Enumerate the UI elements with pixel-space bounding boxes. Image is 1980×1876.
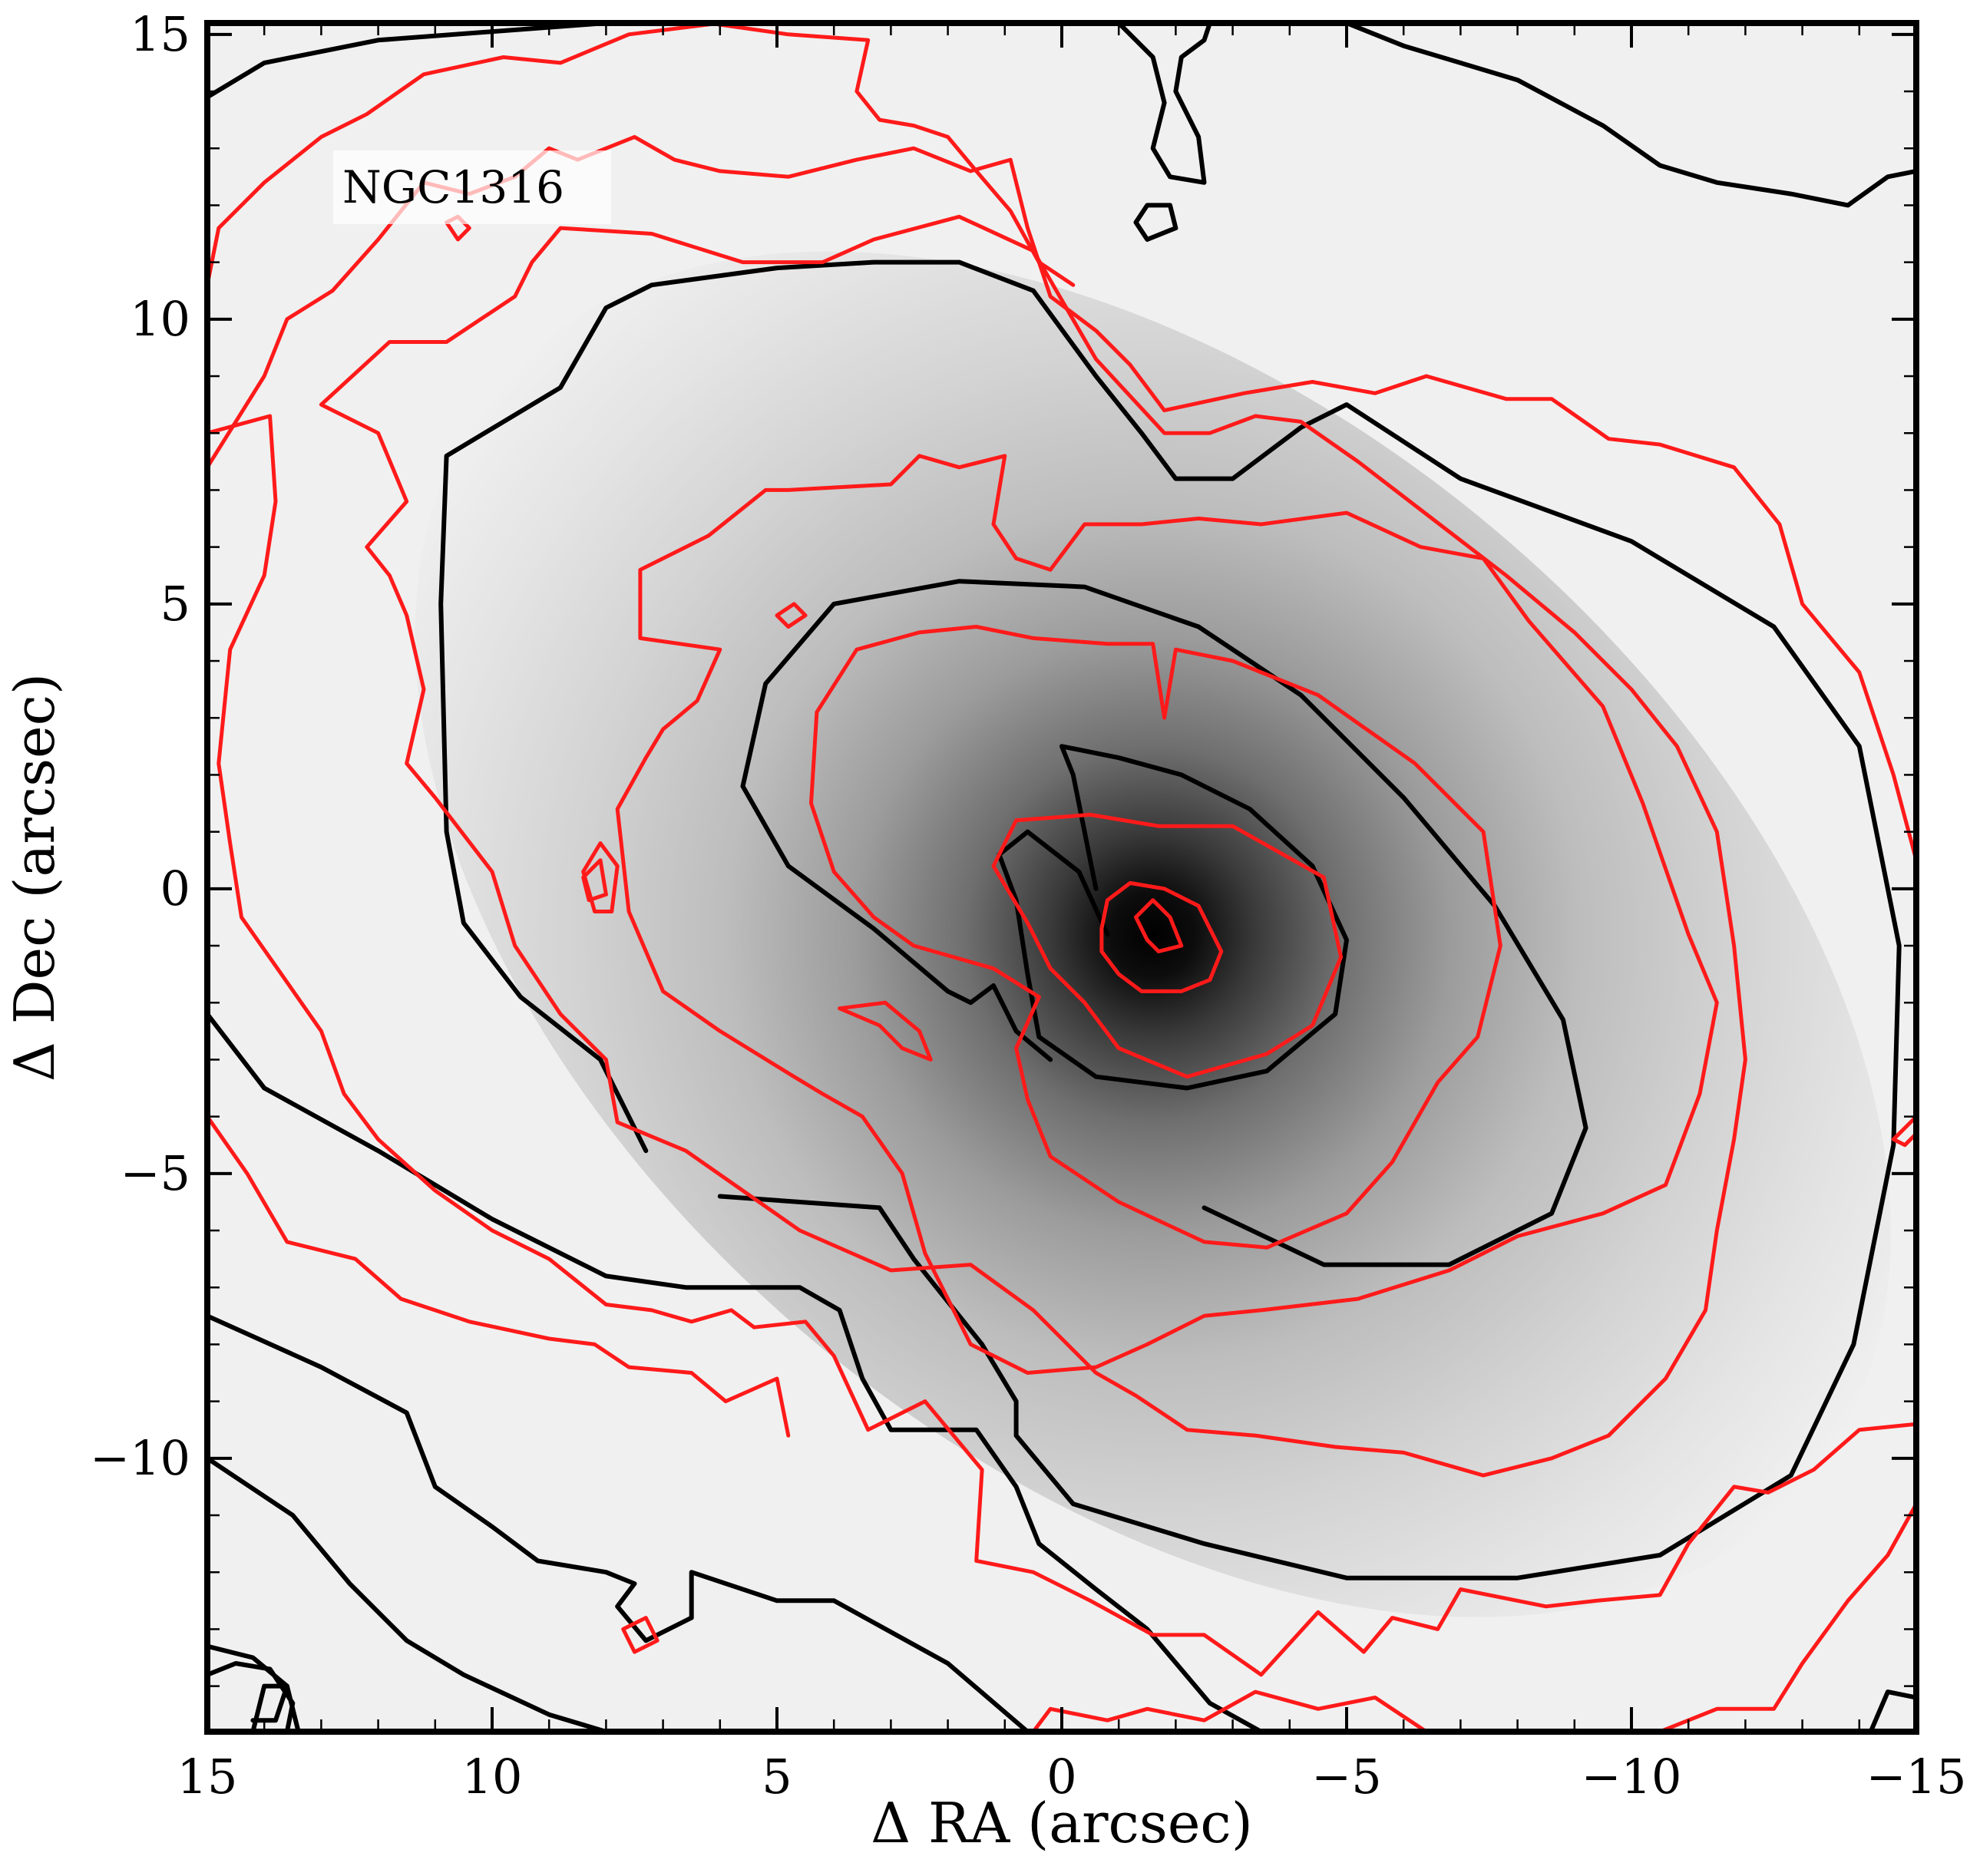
red-contour-4 (615, 454, 1719, 1375)
red-contour-12 (706, 23, 1076, 287)
y-axis-label: Δ Dec (arcsec) (2, 673, 67, 1082)
plot-frame (204, 20, 1919, 1735)
x-tick-label: −10 (1582, 1749, 1682, 1805)
x-tick-label: 0 (1046, 1749, 1076, 1805)
black-contour-11 (207, 1661, 296, 1732)
red-contour-10 (1658, 1501, 1916, 1732)
red-contour-7 (207, 414, 1916, 1677)
red-contour-8 (207, 1115, 791, 1438)
red-contour-9 (1031, 1689, 1429, 1732)
y-tick-label: −10 (90, 1430, 190, 1486)
plot-area: NGC1316 (204, 20, 1919, 1735)
red-contour-15 (621, 1616, 659, 1654)
x-tick-labels: 15 10 5 0 −5 −10 −15 (177, 1749, 1967, 1805)
red-contour-5 (319, 214, 1747, 1478)
red-contour-19 (1891, 1115, 1916, 1148)
red-contour-11 (207, 23, 722, 287)
x-tick-label: 5 (762, 1749, 792, 1805)
red-contour-18 (775, 602, 808, 629)
y-tick-label: −5 (121, 1145, 190, 1201)
x-tick-label: 15 (177, 1749, 238, 1805)
x-axis-label: Δ RA (arcsec) (871, 1791, 1253, 1855)
red-contour-0 (1134, 898, 1184, 953)
x-tick-label: −15 (1866, 1749, 1967, 1805)
x-tick-label: −5 (1311, 1749, 1381, 1805)
red-contour-2 (991, 812, 1344, 1079)
y-tick-label: 10 (130, 291, 190, 347)
galaxy-image (415, 251, 1891, 1617)
black-contour-12 (250, 1683, 289, 1732)
black-contour-6 (1133, 203, 1178, 242)
x-tick-label: 10 (462, 1749, 523, 1805)
y-tick-label: 0 (160, 860, 190, 917)
annotation-box (333, 150, 611, 224)
black-contour-5 (1116, 23, 1212, 185)
annotation-label: NGC1316 (342, 161, 564, 213)
annotation-group: NGC1316 (333, 150, 611, 224)
black-contour-8 (207, 1313, 1030, 1732)
red-contour-set (207, 23, 1916, 1732)
red-contour-1 (1099, 880, 1224, 993)
red-contour-14 (581, 858, 608, 903)
black-contour-0 (997, 744, 1349, 1091)
black-contour-2 (438, 259, 1902, 1580)
black-contour-9 (207, 1455, 609, 1732)
y-tick-labels: −10 −5 0 5 10 15 (90, 6, 190, 1486)
black-contour-set (207, 23, 1916, 1732)
black-contour-13 (1868, 1689, 1916, 1732)
black-contour-1 (740, 579, 1588, 1267)
black-contour-4 (1344, 23, 1916, 208)
red-contour-17 (838, 1000, 933, 1062)
y-tick-label: 15 (130, 6, 190, 62)
black-contour-7 (207, 1012, 1264, 1732)
y-tick-label: 5 (160, 576, 190, 632)
red-contour-3 (809, 625, 1502, 1250)
